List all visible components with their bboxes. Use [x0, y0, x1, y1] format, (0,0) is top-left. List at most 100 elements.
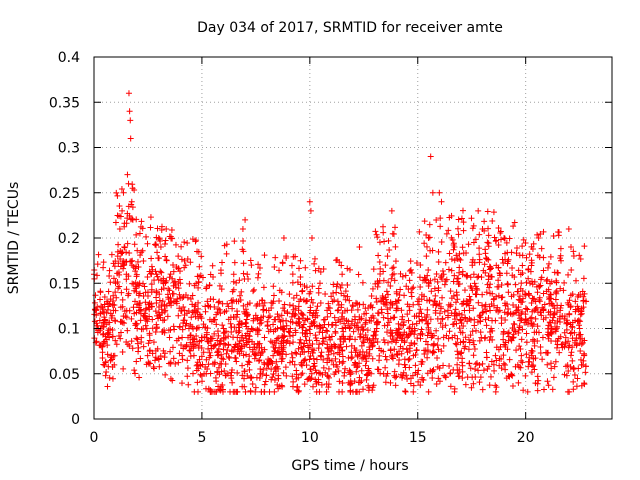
data-point	[283, 372, 290, 379]
data-point	[287, 333, 294, 340]
data-point	[360, 339, 367, 346]
data-point	[307, 304, 314, 311]
data-point	[373, 299, 380, 306]
data-point	[512, 281, 519, 288]
data-point	[350, 328, 357, 335]
data-point	[438, 239, 445, 246]
data-point	[295, 388, 302, 395]
data-point	[185, 325, 192, 332]
data-point	[549, 386, 556, 393]
data-point	[290, 295, 297, 302]
data-point	[453, 289, 460, 296]
data-point	[289, 279, 296, 286]
data-point	[474, 274, 481, 281]
data-point	[548, 325, 555, 332]
data-point	[412, 362, 419, 369]
data-point	[328, 333, 335, 340]
data-point	[425, 324, 432, 331]
data-point	[496, 355, 503, 362]
data-point	[318, 349, 325, 356]
data-point	[571, 365, 578, 372]
data-point	[119, 207, 126, 214]
data-point	[207, 303, 214, 310]
data-point	[347, 370, 354, 377]
data-point	[245, 358, 252, 365]
data-point	[487, 333, 494, 340]
data-point	[324, 373, 331, 380]
data-point	[436, 365, 443, 372]
data-point	[380, 229, 387, 236]
data-point	[380, 370, 387, 377]
data-point	[233, 314, 240, 321]
data-point	[523, 339, 530, 346]
data-point	[98, 303, 105, 310]
data-point	[365, 370, 372, 377]
data-point	[217, 310, 224, 317]
data-point	[384, 306, 391, 313]
data-point	[197, 371, 204, 378]
data-point	[136, 290, 143, 297]
data-point	[495, 292, 502, 299]
data-point	[550, 314, 557, 321]
data-point	[211, 330, 218, 337]
data-point	[255, 349, 262, 356]
data-point	[580, 304, 587, 311]
data-point	[267, 338, 274, 345]
data-point	[414, 335, 421, 342]
data-point	[315, 369, 322, 376]
data-point	[437, 223, 444, 230]
data-point	[381, 238, 388, 245]
data-point	[495, 242, 502, 249]
data-point	[495, 277, 502, 284]
data-point	[317, 268, 324, 275]
data-point	[218, 286, 225, 293]
data-point	[566, 311, 573, 318]
chart-title: Day 034 of 2017, SRMTID for receiver amt…	[197, 20, 503, 36]
data-point	[209, 360, 216, 367]
data-point	[249, 381, 256, 388]
data-point	[408, 289, 415, 296]
data-point	[183, 343, 190, 350]
data-point	[408, 339, 415, 346]
data-point	[250, 288, 257, 295]
data-point	[370, 266, 377, 273]
data-point	[538, 312, 545, 319]
data-point	[369, 343, 376, 350]
data-point	[535, 377, 542, 384]
data-point	[442, 278, 449, 285]
data-point	[100, 264, 107, 271]
data-point	[382, 379, 389, 386]
data-point	[315, 345, 322, 352]
data-point	[567, 303, 574, 310]
data-point	[178, 243, 185, 250]
data-point	[283, 317, 290, 324]
data-point	[181, 307, 188, 314]
data-point	[152, 329, 159, 336]
data-point	[198, 353, 205, 360]
data-point	[343, 343, 350, 350]
data-point	[565, 338, 572, 345]
data-point	[179, 334, 186, 341]
data-point	[479, 302, 486, 309]
data-point	[415, 378, 422, 385]
data-point	[446, 250, 453, 257]
data-point	[470, 239, 477, 246]
data-point	[334, 298, 341, 305]
data-point	[289, 319, 296, 326]
data-point	[403, 372, 410, 379]
data-point	[280, 342, 287, 349]
data-point	[157, 268, 164, 275]
data-point	[286, 329, 293, 336]
data-point	[582, 369, 589, 376]
data-point	[441, 281, 448, 288]
data-point	[205, 338, 212, 345]
data-point	[510, 301, 517, 308]
data-point	[528, 352, 535, 359]
data-point	[112, 258, 119, 265]
data-point	[142, 306, 149, 313]
data-point	[166, 274, 173, 281]
data-point	[102, 372, 109, 379]
data-point	[241, 368, 248, 375]
data-point	[339, 353, 346, 360]
data-point	[273, 358, 280, 365]
